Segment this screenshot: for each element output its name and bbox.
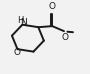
Text: O: O bbox=[61, 33, 68, 42]
Text: H: H bbox=[17, 16, 23, 25]
Text: N: N bbox=[20, 18, 27, 27]
Text: O: O bbox=[48, 2, 55, 11]
Text: O: O bbox=[14, 48, 21, 57]
